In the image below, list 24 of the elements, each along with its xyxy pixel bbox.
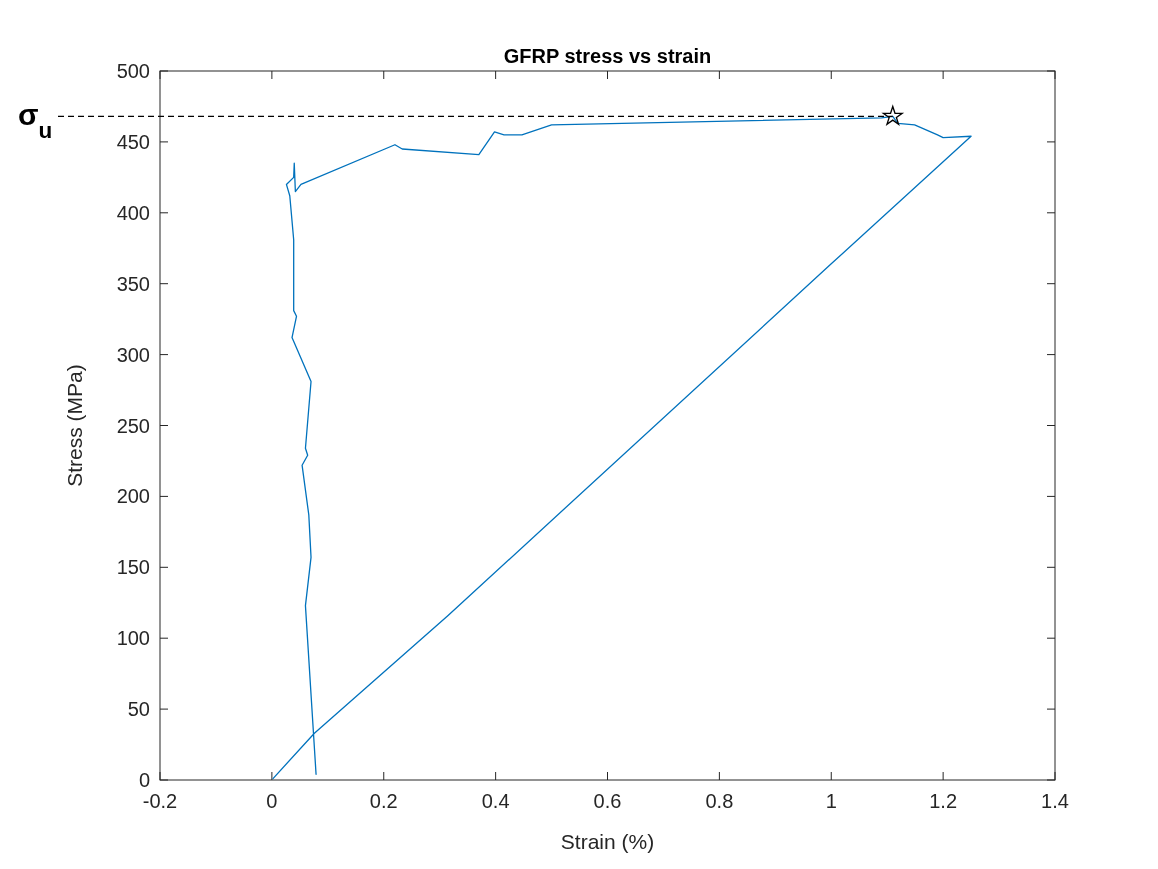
y-tick-label: 250	[116, 414, 150, 437]
y-tick-label: 400	[116, 201, 150, 224]
y-tick-label: 500	[116, 60, 150, 82]
y-tick-label: 100	[116, 627, 150, 650]
chart-title: GFRP stress vs strain	[503, 45, 712, 67]
x-axis-title: Strain (%)	[560, 830, 655, 853]
x-tick-label: 1.2	[929, 790, 958, 812]
y-axis-title: Stress (MPa)	[63, 364, 86, 487]
x-tick-label: 0	[266, 790, 278, 812]
ref-line-label: σ$_{u}$	[18, 98, 53, 143]
x-tick-label: 1	[825, 790, 837, 812]
x-tick-label: 0.8	[705, 790, 734, 812]
x-tick-label: 0.2	[369, 790, 398, 812]
x-tick-label: 1.4	[1041, 790, 1069, 812]
x-tick-label: -0.2	[142, 790, 178, 812]
y-tick-label: 300	[116, 343, 150, 366]
x-tick-label: 0.4	[481, 790, 510, 812]
y-tick-label: 450	[116, 130, 150, 153]
y-tick-label: 200	[116, 485, 150, 508]
y-tick-label: 50	[127, 698, 150, 721]
y-tick-label: 0	[138, 769, 150, 791]
x-tick-label: 0.6	[593, 790, 622, 812]
y-tick-label: 150	[116, 556, 150, 579]
y-tick-label: 350	[116, 272, 150, 295]
